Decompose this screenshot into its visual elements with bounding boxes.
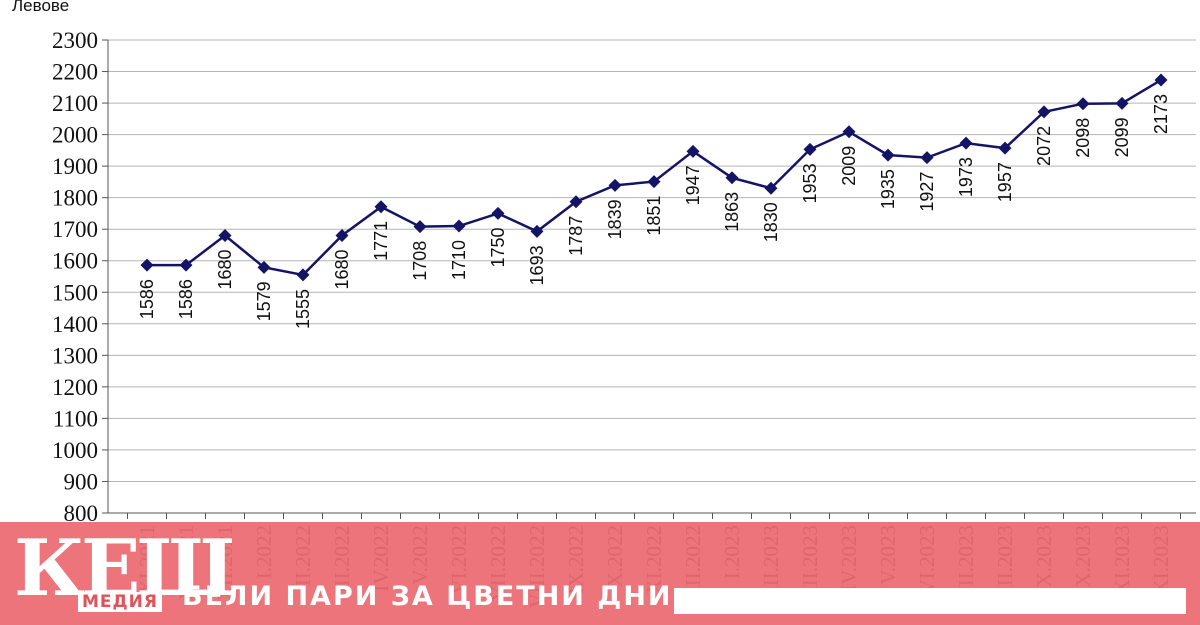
data-point [491, 206, 505, 220]
data-label: 1973 [956, 157, 976, 197]
data-label: 1710 [449, 240, 469, 280]
data-label: 1863 [722, 192, 742, 232]
data-point [881, 148, 895, 162]
y-tick-label: 1700 [52, 217, 98, 242]
data-label: 1750 [488, 227, 508, 267]
y-axis-ticks: 800 900 1000 1100 1200 1300 1400 1500 1600 1700 18… [52, 28, 108, 526]
data-label: 2098 [1073, 118, 1093, 158]
data-point [842, 125, 856, 139]
data-label: 1935 [878, 169, 898, 209]
data-label: 2099 [1112, 117, 1132, 157]
data-label: 1957 [995, 162, 1015, 202]
data-point [374, 200, 388, 214]
y-tick-label: 900 [64, 469, 99, 494]
data-point [764, 181, 778, 195]
series-markers [140, 73, 1168, 282]
data-label: 2173 [1151, 94, 1171, 134]
logo-subtitle: МЕДИЯ [78, 592, 162, 612]
data-point [1154, 73, 1168, 87]
y-tick-label: 1100 [53, 406, 98, 431]
data-label: 1680 [332, 250, 352, 290]
data-point [647, 175, 661, 189]
data-label: 1927 [917, 172, 937, 212]
brand-slogan: БЕЛИ ПАРИ ЗА ЦВЕТНИ ДНИ [182, 581, 673, 612]
data-label: 1953 [800, 163, 820, 203]
data-label: 1851 [644, 196, 664, 236]
data-point [296, 268, 310, 282]
data-point [335, 229, 349, 243]
brand-logo: КЕШ МЕДИЯ [14, 524, 235, 618]
data-point [803, 142, 817, 156]
x-axis-ticks [127, 513, 1181, 519]
data-point [1037, 105, 1051, 119]
data-point [998, 141, 1012, 155]
data-point [452, 219, 466, 233]
data-label: 1771 [371, 221, 391, 261]
y-tick-label: 1300 [52, 343, 98, 368]
y-tick-label: 1800 [52, 186, 98, 211]
data-point [608, 178, 622, 192]
data-point [686, 144, 700, 158]
data-label: 1693 [527, 245, 547, 285]
y-tick-label: 1400 [52, 312, 98, 337]
data-point [140, 258, 154, 272]
data-label: 1787 [566, 216, 586, 256]
y-tick-label: 2100 [52, 91, 98, 116]
data-label: 1708 [410, 241, 430, 281]
data-point [257, 260, 271, 274]
y-tick-label: 2300 [52, 28, 98, 53]
data-point [530, 224, 544, 238]
y-tick-label: 2000 [52, 123, 98, 148]
y-axis-unit-label: Левове [12, 0, 69, 15]
y-tick-label: 1900 [52, 154, 98, 179]
gridlines [107, 39, 1196, 514]
data-label: 1839 [605, 199, 625, 239]
data-point [179, 258, 193, 272]
data-point [920, 151, 934, 165]
data-label: 1586 [137, 279, 157, 319]
data-label: 1947 [683, 165, 703, 205]
data-point [959, 136, 973, 150]
data-label: 1680 [215, 250, 235, 290]
data-label: 1586 [176, 279, 196, 319]
y-tick-label: 1600 [52, 249, 98, 274]
y-tick-label: 800 [64, 501, 99, 526]
y-tick-label: 1500 [52, 280, 98, 305]
data-label: 1579 [254, 281, 274, 321]
data-labels: 1586 1586 1680 1579 1555 1680 1771 1708 1710 1750… [137, 94, 1171, 329]
data-label: 1830 [761, 202, 781, 242]
slogan-bar [674, 588, 1186, 614]
data-point [1076, 97, 1090, 111]
data-point [1115, 96, 1129, 110]
y-tick-label: 1000 [52, 438, 98, 463]
data-label: 2072 [1034, 126, 1054, 166]
data-point [725, 171, 739, 185]
data-point [218, 229, 232, 243]
y-tick-label: 1200 [52, 375, 98, 400]
brand-banner: КЕШ МЕДИЯ БЕЛИ ПАРИ ЗА ЦВЕТНИ ДНИ [0, 522, 1200, 625]
data-point [413, 220, 427, 234]
y-tick-label: 2200 [52, 60, 98, 85]
data-label: 1555 [293, 289, 313, 329]
data-label: 2009 [839, 146, 859, 186]
data-point [569, 195, 583, 209]
